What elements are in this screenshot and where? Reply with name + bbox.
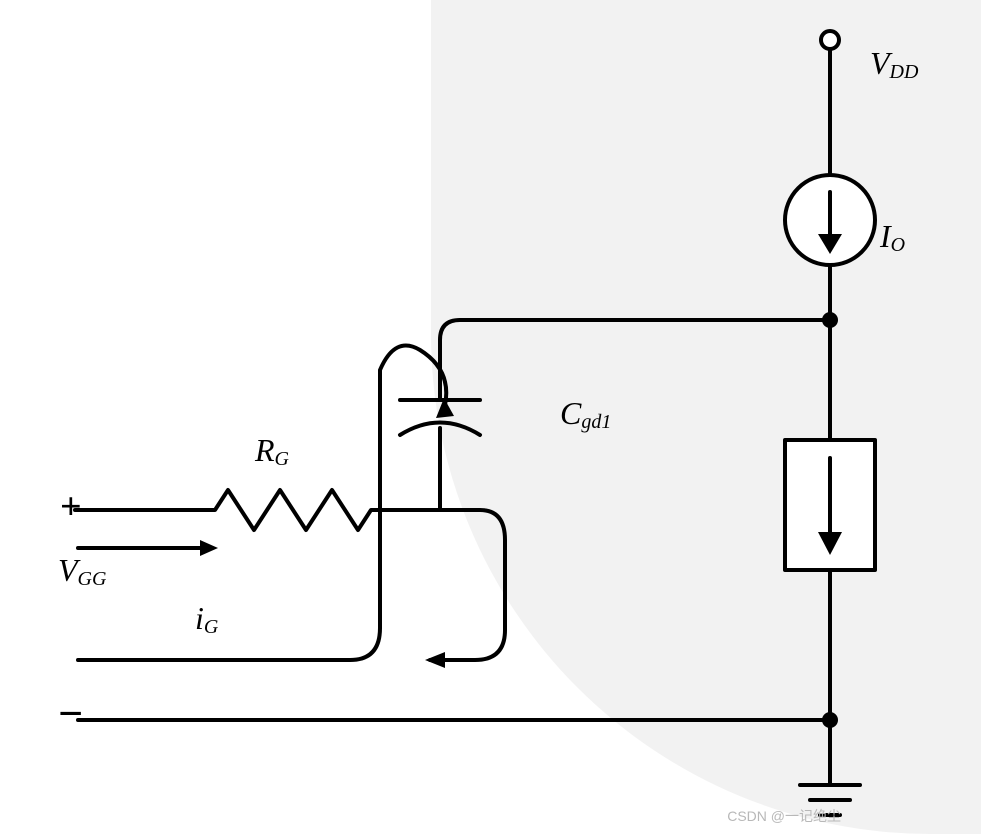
io-main: I	[880, 218, 891, 254]
vgg-top-arrow	[200, 540, 218, 556]
io-sub: O	[891, 234, 905, 256]
vdd-terminal	[821, 31, 839, 49]
hidden	[440, 510, 830, 720]
label-cgd1: Cgd1	[560, 395, 611, 434]
vdd-sub: DD	[890, 61, 919, 83]
resistor-rg	[200, 490, 385, 530]
vgg-sub: GG	[78, 568, 107, 590]
wire-cgd-corner	[440, 320, 460, 340]
ig-main: i	[195, 600, 204, 636]
hidden2	[460, 320, 490, 350]
label-minus: −	[58, 688, 83, 739]
label-rg: RG	[255, 432, 289, 471]
cgd1-sub: gd1	[581, 411, 611, 433]
label-vdd: VDD	[870, 45, 918, 84]
label-ig: iG	[195, 600, 218, 639]
ig-return-1	[78, 628, 380, 660]
circuit-diagram: VDD IO Cgd1 RG VGG iG + − CSDN @一记绝尘	[0, 0, 981, 834]
vdd-main: V	[870, 45, 890, 81]
watermark: CSDN @一记绝尘	[727, 806, 841, 826]
ig-sub: G	[204, 616, 218, 638]
label-io: IO	[880, 218, 905, 257]
rg-main: R	[255, 432, 275, 468]
label-vgg: VGG	[58, 552, 106, 591]
circuit-svg	[0, 0, 981, 834]
cgd1-main: C	[560, 395, 581, 431]
label-plus: +	[60, 485, 82, 529]
ig-loop-right	[430, 510, 505, 660]
vgg-main: V	[58, 552, 78, 588]
ig-loop-left	[380, 346, 446, 629]
rg-sub: G	[275, 448, 289, 470]
